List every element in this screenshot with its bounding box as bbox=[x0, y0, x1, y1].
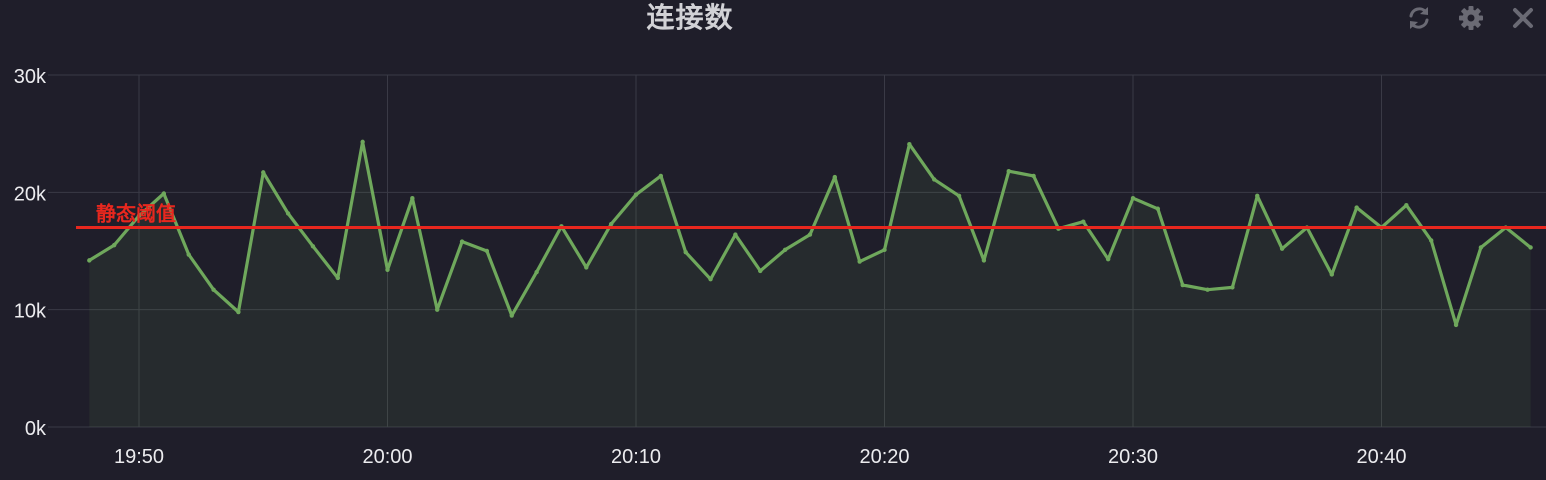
axes: 0k 10k 20k 30k 19:50 20:00 20:10 20:20 20:30 20:4… bbox=[14, 66, 1407, 468]
data-point bbox=[360, 139, 365, 145]
data-point bbox=[1006, 169, 1011, 174]
data-point bbox=[782, 247, 788, 253]
data-point bbox=[608, 221, 614, 227]
data-point bbox=[136, 213, 142, 218]
data-point bbox=[459, 239, 465, 244]
data-point bbox=[1279, 246, 1285, 251]
refresh-button[interactable] bbox=[1402, 4, 1436, 32]
data-point bbox=[584, 265, 589, 270]
data-point bbox=[1130, 196, 1136, 201]
data-point bbox=[1329, 272, 1335, 277]
data-point bbox=[236, 309, 241, 315]
grid bbox=[48, 74, 1546, 428]
y-tick-label: 0k bbox=[25, 418, 47, 440]
series-area-layer bbox=[89, 141, 1531, 427]
settings-button[interactable] bbox=[1454, 4, 1488, 32]
data-point bbox=[1230, 285, 1235, 290]
data-point bbox=[932, 177, 937, 182]
x-tick-label: 19:50 bbox=[114, 446, 164, 468]
data-point bbox=[1031, 173, 1036, 179]
data-point bbox=[882, 247, 887, 253]
data-point bbox=[956, 193, 962, 199]
data-point bbox=[335, 275, 340, 281]
data-point bbox=[633, 192, 639, 197]
data-point bbox=[484, 248, 490, 254]
refresh-icon bbox=[1409, 7, 1429, 29]
gear-icon bbox=[1459, 6, 1483, 30]
data-point bbox=[161, 191, 167, 196]
data-point bbox=[683, 249, 688, 255]
series-line-layer bbox=[87, 139, 1533, 328]
data-point bbox=[261, 170, 266, 175]
data-point bbox=[1429, 238, 1434, 243]
threshold-label: 静态阈值 bbox=[96, 202, 176, 226]
close-button[interactable] bbox=[1506, 4, 1540, 32]
y-tick-label: 20k bbox=[14, 183, 47, 205]
data-point bbox=[310, 244, 316, 249]
y-tick-label: 30k bbox=[14, 66, 47, 88]
data-point bbox=[111, 242, 117, 248]
data-point bbox=[708, 276, 713, 282]
y-tick-label: 10k bbox=[14, 301, 47, 323]
data-point bbox=[733, 232, 738, 237]
data-point bbox=[807, 232, 813, 237]
data-point bbox=[1205, 287, 1210, 292]
data-point bbox=[981, 258, 987, 263]
threshold-layer: 静态阈值 bbox=[76, 202, 1546, 230]
data-point bbox=[857, 259, 862, 264]
x-tick-label: 20:30 bbox=[1108, 446, 1158, 468]
data-point bbox=[1105, 257, 1111, 262]
data-point bbox=[211, 287, 216, 292]
data-point bbox=[1155, 206, 1161, 211]
data-point bbox=[758, 268, 763, 274]
data-point bbox=[658, 173, 664, 179]
data-point bbox=[87, 258, 92, 263]
x-tick-label: 20:10 bbox=[611, 446, 661, 468]
close-icon bbox=[1513, 8, 1533, 28]
data-point bbox=[1354, 205, 1359, 210]
data-point bbox=[1081, 219, 1086, 224]
data-point bbox=[832, 174, 837, 180]
data-point bbox=[1180, 282, 1185, 288]
data-point bbox=[435, 307, 440, 312]
data-point bbox=[1404, 203, 1409, 208]
data-point bbox=[410, 196, 415, 201]
data-point bbox=[1478, 245, 1484, 250]
panel-title: 连接数 bbox=[646, 1, 734, 34]
data-point bbox=[1528, 245, 1533, 250]
data-point bbox=[385, 267, 390, 272]
x-tick-label: 20:40 bbox=[1356, 446, 1406, 468]
x-tick-label: 20:00 bbox=[362, 446, 412, 468]
data-point bbox=[186, 252, 191, 257]
data-point bbox=[534, 269, 539, 275]
data-point bbox=[1255, 193, 1260, 199]
panel-toolbar bbox=[1402, 4, 1540, 32]
data-point bbox=[1453, 322, 1459, 328]
x-tick-label: 20:20 bbox=[859, 446, 909, 468]
data-point bbox=[509, 313, 514, 318]
series-area bbox=[89, 141, 1531, 427]
data-point bbox=[907, 142, 912, 147]
data-point bbox=[285, 211, 291, 216]
